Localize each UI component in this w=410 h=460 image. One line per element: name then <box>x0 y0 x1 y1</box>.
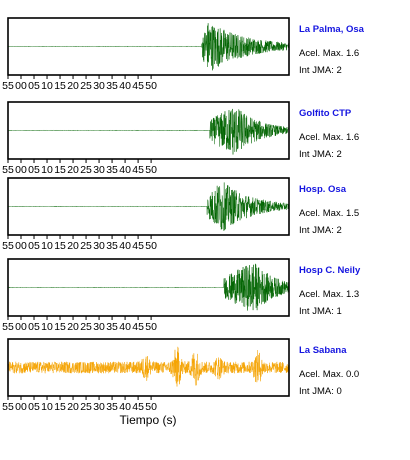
x-tick-label-1-7: 30 <box>93 80 105 92</box>
accel-max-label-5: Acel. Max. 0.0 <box>299 369 360 380</box>
station-name-2: Golfito CTP <box>299 108 352 119</box>
waveform-1 <box>7 23 290 71</box>
jma-intensity-label-2: Int JMA: 2 <box>299 149 342 160</box>
x-tick-label-2-11: 50 <box>145 164 157 176</box>
x-tick-label-4-6: 25 <box>80 321 92 333</box>
x-tick-label-5-7: 30 <box>93 401 105 413</box>
x-tick-label-3-6: 25 <box>80 240 92 252</box>
panel-frame-5 <box>7 338 290 397</box>
x-tick-label-5-10: 45 <box>132 401 144 413</box>
x-tick-label-5-9: 40 <box>119 401 131 413</box>
x-tick-label-5-2: 05 <box>28 401 40 413</box>
waveform-4 <box>7 263 290 311</box>
x-tick-label-3-3: 10 <box>41 240 53 252</box>
accel-max-label-3: Acel. Max. 1.5 <box>299 208 360 219</box>
waveform-2 <box>7 108 290 155</box>
x-tick-label-2-8: 35 <box>106 164 118 176</box>
x-tick-label-3-0: 55 <box>2 240 14 252</box>
accel-max-label-2: Acel. Max. 1.6 <box>299 132 360 143</box>
x-tick-label-4-9: 40 <box>119 321 131 333</box>
x-tick-label-5-8: 35 <box>106 401 118 413</box>
x-tick-label-4-10: 45 <box>132 321 144 333</box>
x-tick-label-2-4: 15 <box>54 164 66 176</box>
x-tick-label-4-8: 35 <box>106 321 118 333</box>
panel-frame-4 <box>7 258 290 317</box>
x-tick-label-3-7: 30 <box>93 240 105 252</box>
station-name-4: Hosp C. Neily <box>299 265 361 276</box>
panel-frame-2 <box>7 101 290 160</box>
x-tick-label-1-8: 35 <box>106 80 118 92</box>
accel-max-label-1: Acel. Max. 1.6 <box>299 48 360 59</box>
x-tick-label-5-5: 20 <box>67 401 79 413</box>
x-tick-label-5-11: 50 <box>145 401 157 413</box>
x-tick-label-3-8: 35 <box>106 240 118 252</box>
jma-intensity-label-3: Int JMA: 2 <box>299 225 342 236</box>
waveform-3 <box>7 182 290 231</box>
x-tick-label-3-2: 05 <box>28 240 40 252</box>
x-tick-label-1-1: 00 <box>15 80 27 92</box>
x-tick-label-2-9: 40 <box>119 164 131 176</box>
x-tick-label-2-10: 45 <box>132 164 144 176</box>
x-tick-label-1-4: 15 <box>54 80 66 92</box>
x-tick-label-2-2: 05 <box>28 164 40 176</box>
x-tick-label-1-5: 20 <box>67 80 79 92</box>
x-tick-label-3-4: 15 <box>54 240 66 252</box>
x-tick-label-3-5: 20 <box>67 240 79 252</box>
station-name-5: La Sabana <box>299 345 347 356</box>
waveform-5 <box>7 346 290 387</box>
station-name-1: La Palma, Osa <box>299 24 364 35</box>
x-tick-label-2-6: 25 <box>80 164 92 176</box>
x-tick-label-4-7: 30 <box>93 321 105 333</box>
x-tick-label-4-1: 00 <box>15 321 27 333</box>
x-tick-label-3-1: 00 <box>15 240 27 252</box>
x-tick-label-4-2: 05 <box>28 321 40 333</box>
x-tick-label-1-3: 10 <box>41 80 53 92</box>
panel-frame-1 <box>7 17 290 76</box>
x-tick-label-1-2: 05 <box>28 80 40 92</box>
x-tick-label-1-11: 50 <box>145 80 157 92</box>
x-tick-label-4-3: 10 <box>41 321 53 333</box>
accel-max-label-4: Acel. Max. 1.3 <box>299 289 360 300</box>
x-tick-label-5-4: 15 <box>54 401 66 413</box>
x-tick-label-2-7: 30 <box>93 164 105 176</box>
x-tick-label-2-3: 10 <box>41 164 53 176</box>
x-tick-label-2-0: 55 <box>2 164 14 176</box>
x-tick-label-3-11: 50 <box>145 240 157 252</box>
x-tick-label-1-0: 55 <box>2 80 14 92</box>
jma-intensity-label-5: Int JMA: 0 <box>299 386 342 397</box>
station-name-3: Hosp. Osa <box>299 184 346 195</box>
x-tick-label-4-4: 15 <box>54 321 66 333</box>
x-tick-label-2-5: 20 <box>67 164 79 176</box>
x-tick-label-4-0: 55 <box>2 321 14 333</box>
x-axis-label: Tiempo (s) <box>119 413 177 427</box>
x-tick-label-4-11: 50 <box>145 321 157 333</box>
x-tick-label-3-9: 40 <box>119 240 131 252</box>
x-tick-label-2-1: 00 <box>15 164 27 176</box>
x-tick-label-1-6: 25 <box>80 80 92 92</box>
x-tick-label-5-3: 10 <box>41 401 53 413</box>
panel-frame-3 <box>7 177 290 236</box>
jma-intensity-label-4: Int JMA: 1 <box>299 306 342 317</box>
x-tick-label-1-9: 40 <box>119 80 131 92</box>
x-tick-label-4-5: 20 <box>67 321 79 333</box>
x-tick-label-5-6: 25 <box>80 401 92 413</box>
x-tick-label-5-0: 55 <box>2 401 14 413</box>
jma-intensity-label-1: Int JMA: 2 <box>299 65 342 76</box>
x-tick-label-1-10: 45 <box>132 80 144 92</box>
x-tick-label-3-10: 45 <box>132 240 144 252</box>
x-tick-label-5-1: 00 <box>15 401 27 413</box>
